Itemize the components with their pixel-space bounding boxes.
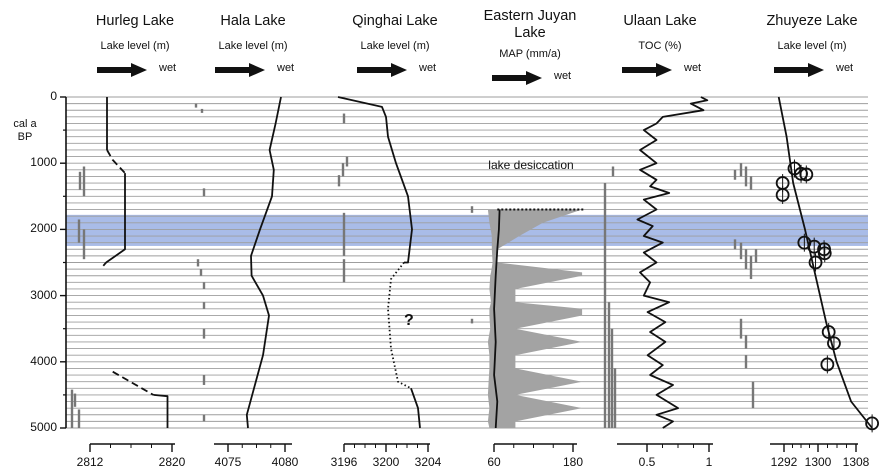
panel-ylabel: MAP (mm/a) [499, 48, 561, 60]
precipitation-range-band [487, 209, 583, 428]
series-line [777, 96, 873, 429]
panel-ylabel: Lake level (m) [360, 40, 430, 52]
highlight-band [66, 214, 868, 246]
panel-ylabel: Lake level (m) [218, 40, 288, 52]
x-tick-label: 3204 [414, 455, 442, 469]
series-line [112, 370, 154, 396]
age-tick-label: 3000 [30, 287, 57, 302]
age-tick-label: 2000 [30, 221, 57, 236]
series-line [105, 173, 126, 264]
x-tick-label: 180 [562, 455, 584, 469]
panel-title: Hala Lake [220, 13, 286, 29]
x-tick-label: 1308 [842, 455, 870, 469]
x-tick-label: 4075 [214, 455, 242, 469]
wet-direction-arrow: wet [622, 62, 732, 77]
arrow-icon [622, 63, 672, 77]
panel-title: Qinghai Lake [352, 13, 438, 29]
x-tick-label: 2812 [76, 455, 104, 469]
x-tick-label: 1300 [804, 455, 832, 469]
wet-label: wet [684, 62, 702, 74]
series-line [153, 394, 169, 428]
age-tick-label: 0 [50, 89, 57, 103]
age-unit-line2: BP [17, 131, 33, 143]
age-tick-label: 5000 [30, 420, 57, 434]
panel-title: Hurleg Lake [95, 13, 175, 29]
question-mark-annotation: ? [404, 312, 414, 329]
series-line [337, 96, 413, 264]
arrow-icon [357, 63, 407, 77]
wet-direction-arrow: wet [97, 62, 207, 77]
series-line [636, 96, 709, 429]
wet-direction-arrow: wet [774, 62, 882, 77]
series-line [245, 96, 282, 429]
wet-direction-arrow: wet [357, 62, 467, 77]
wet-label: wet [419, 62, 437, 74]
arrow-icon [774, 63, 824, 77]
panel-title: Eastern Juyan Lake [483, 8, 577, 41]
wet-label: wet [277, 62, 295, 74]
wet-direction-arrow: wet [492, 70, 602, 85]
series-line [106, 149, 126, 174]
panel-title: Ulaan Lake [623, 13, 697, 29]
wet-label: wet [554, 70, 572, 82]
age-unit-label: cal a BP [5, 118, 45, 144]
panel-ylabel: TOC (%) [638, 40, 682, 52]
arrow-icon [492, 71, 542, 85]
x-tick-label: 3196 [330, 455, 358, 469]
panel-ylabel: Lake level (m) [100, 40, 170, 52]
panel-title: Zhuyeze Lake [766, 13, 858, 29]
x-tick-label: 2820 [158, 455, 186, 469]
x-tick-label: 0.5 [638, 455, 656, 469]
wet-label: wet [836, 62, 854, 74]
series-line [493, 209, 501, 429]
age-unit-line1: cal a [13, 118, 37, 130]
x-tick-label: 60 [487, 455, 501, 469]
series-line [410, 388, 421, 429]
arrow-icon [215, 63, 265, 77]
age-tick-label: 1000 [30, 155, 57, 170]
x-tick-label: 1 [705, 455, 713, 469]
arrow-icon [97, 63, 147, 77]
x-tick-label: 4080 [271, 455, 299, 469]
wet-label: wet [159, 62, 177, 74]
age-tick-label: 4000 [30, 353, 57, 368]
panel-ylabel: Lake level (m) [777, 40, 847, 52]
lake-desiccation-annotation: lake desiccation [488, 158, 574, 172]
x-tick-label: 3200 [372, 455, 400, 469]
wet-direction-arrow: wet [215, 62, 325, 77]
x-tick-label: 1292 [770, 455, 798, 469]
series-line [102, 261, 107, 267]
